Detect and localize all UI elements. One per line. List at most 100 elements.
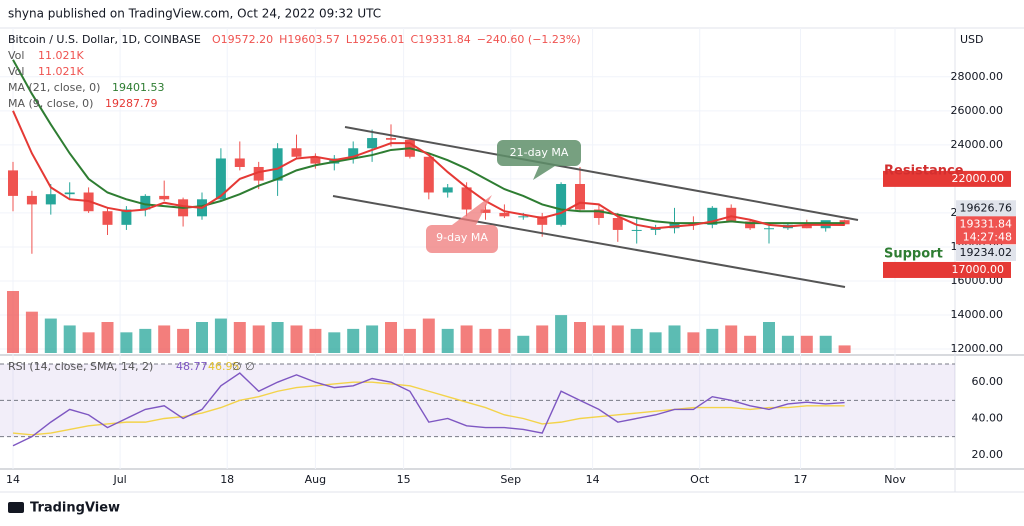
volume-bar (139, 328, 152, 353)
volume-bar (592, 325, 605, 353)
legend-value: 19287.79 (105, 97, 158, 110)
volume-bar (574, 322, 586, 353)
candle-body (102, 211, 113, 225)
candle-body (64, 192, 75, 195)
x-tick-label: 14 (6, 473, 20, 486)
volume-bar (101, 322, 114, 353)
candle-body (386, 138, 396, 140)
volume-bar (385, 322, 397, 353)
volume-bar (763, 322, 775, 353)
volume-bar (460, 325, 473, 353)
volume-bar (44, 318, 57, 353)
quote-value: L19256.01 (346, 33, 405, 46)
x-tick-label: 14 (586, 473, 600, 486)
price-label-box (956, 216, 1016, 245)
volume-bar (649, 332, 662, 353)
annotation: 21-day MA (510, 146, 569, 159)
legend-label: MA (21, close, 0) (8, 81, 100, 94)
candle-body (310, 156, 321, 164)
y-tick-label: 24000.00 (951, 138, 1004, 151)
price-label: 19234.02 (960, 246, 1013, 259)
candle-body (461, 187, 472, 210)
ma-line (12, 110, 845, 230)
candle-body (612, 218, 623, 230)
symbol-title: Bitcoin / U.S. Dollar, 1D, COINBASE (8, 33, 201, 46)
legend-label: Vol (8, 65, 24, 78)
volume-bar (63, 325, 76, 353)
candle-body (764, 228, 774, 230)
volume-bar (838, 345, 851, 353)
y-tick-label: 14000.00 (951, 308, 1004, 321)
candle-body (348, 148, 359, 159)
candle-body (707, 207, 718, 225)
legend-value: 48.77 (176, 360, 208, 373)
legend-value: 46.95 (208, 360, 240, 373)
candle-body (518, 216, 529, 218)
volume-bar (158, 325, 171, 353)
volume-bar (422, 318, 435, 353)
volume-bar (290, 325, 303, 353)
volume-bar (441, 328, 454, 353)
currency: USD (960, 33, 984, 46)
volume-bar (403, 328, 416, 353)
candle-body (442, 187, 453, 193)
candle-body (159, 195, 170, 200)
price-label-box (956, 244, 1016, 261)
legend-value: 11.021K (38, 49, 84, 62)
candle-body (499, 212, 510, 217)
candle-body (726, 207, 737, 222)
level-box (883, 170, 1011, 187)
volume-bar (177, 328, 190, 353)
candle-body (140, 195, 151, 210)
candle-body (593, 209, 604, 219)
volume-bar (196, 322, 208, 353)
candle-body (121, 209, 132, 225)
channel-line (344, 126, 859, 221)
legend-value: 11.021K (38, 65, 84, 78)
annotation: 9-day MA (436, 231, 488, 244)
legend-label: MA (9, close, 0) (8, 97, 93, 110)
published: shyna published on TradingView.com, Oct … (8, 7, 381, 21)
legend-value: ∅ ∅ (232, 360, 255, 373)
candle-body (537, 216, 548, 225)
footer: TradingView (30, 501, 120, 516)
x-tick-label: Jul (112, 473, 126, 486)
rsi-line (12, 381, 845, 436)
volume-bar (630, 328, 643, 353)
annotation: Resistance (884, 164, 964, 179)
volume-bar (25, 311, 38, 353)
y-tick-label: 40.00 (972, 411, 1004, 424)
quote-value: O19572.20 (212, 33, 273, 46)
volume-bar (781, 335, 794, 353)
x-tick-label: Nov (884, 473, 906, 486)
price-label: 19626.76 (960, 201, 1013, 214)
candle-body (556, 183, 567, 225)
level-label: 22000.00 (952, 172, 1005, 185)
candle-body (234, 158, 245, 167)
candle-body (272, 148, 283, 181)
volume-bar (309, 328, 322, 353)
volume-bar (800, 335, 813, 353)
volume-bar (611, 325, 624, 353)
x-tick-label: Aug (305, 473, 326, 486)
candle-body (8, 170, 18, 196)
volume-bar (498, 328, 511, 353)
legend-value: 19401.53 (112, 81, 165, 94)
volume-bar (233, 322, 246, 353)
volume-bar (120, 332, 133, 353)
quote-value: C19331.84 (411, 33, 471, 46)
volume-bar (725, 325, 738, 353)
rsi-line (12, 372, 845, 447)
volume-bar (7, 291, 19, 353)
volume-bar (82, 332, 95, 353)
x-tick-label: 18 (220, 473, 234, 486)
volume-bar (555, 315, 568, 353)
candle-body (801, 224, 812, 229)
level-label: 17000.00 (952, 263, 1005, 276)
candle-body (291, 148, 302, 157)
volume-bar (744, 335, 757, 353)
x-tick-label: 15 (397, 473, 411, 486)
price-label-box (956, 200, 1016, 217)
volume-bar (687, 332, 700, 353)
